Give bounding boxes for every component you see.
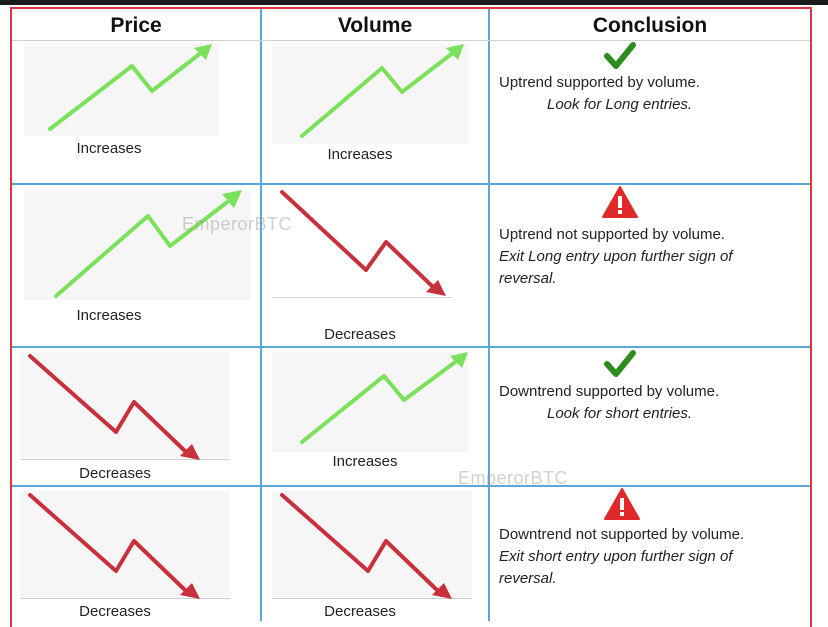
check-icon — [604, 350, 636, 377]
chart-baseline — [272, 297, 452, 298]
grid-divider — [488, 9, 490, 621]
conclusion-line: Downtrend supported by volume. — [499, 383, 720, 400]
price-chart-area — [24, 190, 251, 300]
conclusion-line: Exit Long entry upon further sign of — [499, 248, 733, 265]
price-up-arrow — [54, 190, 242, 298]
grid-divider — [12, 485, 810, 487]
volume-label: Increases — [332, 453, 398, 470]
price-up-arrow — [48, 44, 212, 131]
conclusion-text: Downtrend not supported by volume. Exit … — [499, 524, 805, 590]
price-down-arrow — [28, 354, 200, 460]
volume-down-arrow — [280, 493, 452, 599]
price-down-arrow — [28, 493, 200, 599]
conclusion-line: Uptrend not supported by volume. — [499, 226, 725, 243]
volume-label: Increases — [327, 146, 393, 163]
volume-chart-area — [272, 352, 468, 452]
warning-icon — [602, 186, 638, 218]
conclusion-line: Look for Long entries. — [547, 96, 693, 113]
volume-up-arrow — [300, 352, 468, 444]
grid-divider — [260, 9, 262, 621]
header-volume: Volume — [337, 14, 413, 37]
price-chart-area — [24, 44, 219, 136]
volume-chart-area — [272, 44, 468, 144]
conclusion-line: Downtrend not supported by volume. — [499, 526, 745, 543]
price-label: Decreases — [79, 603, 151, 620]
warning-icon — [604, 488, 640, 520]
table-frame — [10, 7, 812, 627]
conclusion-line: Look for short entries. — [547, 405, 693, 422]
volume-label: Decreases — [324, 326, 396, 343]
chart-baseline — [272, 598, 472, 599]
volume-down-arrow — [280, 190, 446, 296]
watermark: EmperorBTC — [182, 214, 293, 234]
check-icon — [604, 42, 636, 69]
chart-baseline — [20, 598, 230, 599]
header-rule — [12, 40, 810, 41]
volume-label: Decreases — [324, 603, 396, 620]
header-conclusion: Conclusion — [592, 14, 708, 37]
price-chart-area — [20, 491, 230, 597]
conclusion-text: Uptrend not supported by volume. Exit Lo… — [499, 224, 805, 290]
chart-baseline — [20, 459, 230, 460]
conclusion-line: reversal. — [499, 570, 557, 587]
top-bar — [0, 0, 828, 5]
price-label: Increases — [76, 140, 142, 157]
watermark: EmperorBTC — [458, 468, 569, 488]
conclusion-line: reversal. — [499, 270, 557, 287]
volume-up-arrow — [300, 44, 464, 138]
conclusion-text: Uptrend supported by volume. Look for Lo… — [499, 72, 805, 116]
price-chart-area — [20, 352, 230, 458]
grid-divider — [12, 183, 810, 185]
volume-chart-area — [272, 491, 472, 597]
conclusion-line: Exit short entry upon further sign of — [499, 548, 733, 565]
header-price: Price — [110, 14, 162, 37]
conclusion-line: Uptrend supported by volume. — [499, 74, 700, 91]
price-label: Decreases — [79, 465, 151, 482]
conclusion-text: Downtrend supported by volume. Look for … — [499, 381, 805, 425]
grid-divider — [12, 346, 810, 348]
price-label: Increases — [76, 307, 142, 324]
